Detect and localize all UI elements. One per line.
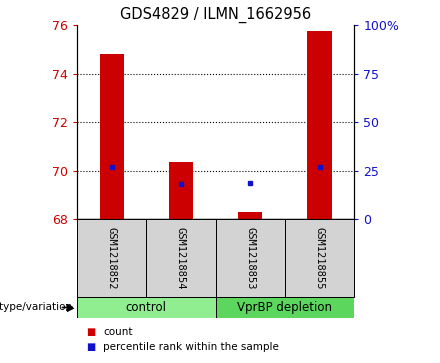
Text: genotype/variation: genotype/variation (0, 302, 73, 313)
Text: GSM1218854: GSM1218854 (176, 227, 186, 290)
Text: ■: ■ (86, 327, 95, 337)
Text: GSM1218852: GSM1218852 (106, 227, 117, 290)
Bar (146, 219, 216, 297)
Bar (77, 297, 216, 318)
Bar (285, 219, 354, 297)
Bar (216, 297, 354, 318)
Bar (99, 54, 124, 219)
Bar (308, 32, 332, 219)
Bar (216, 219, 285, 297)
Text: ▶: ▶ (67, 302, 75, 313)
Text: GSM1218853: GSM1218853 (245, 227, 255, 290)
Bar (169, 162, 193, 219)
Bar (77, 219, 146, 297)
Text: percentile rank within the sample: percentile rank within the sample (103, 342, 279, 352)
Text: control: control (126, 301, 167, 314)
Text: ■: ■ (86, 342, 95, 352)
Text: VprBP depletion: VprBP depletion (238, 301, 332, 314)
Text: GSM1218855: GSM1218855 (315, 227, 325, 290)
Bar (238, 212, 262, 219)
Text: count: count (103, 327, 133, 337)
Title: GDS4829 / ILMN_1662956: GDS4829 / ILMN_1662956 (120, 7, 311, 23)
